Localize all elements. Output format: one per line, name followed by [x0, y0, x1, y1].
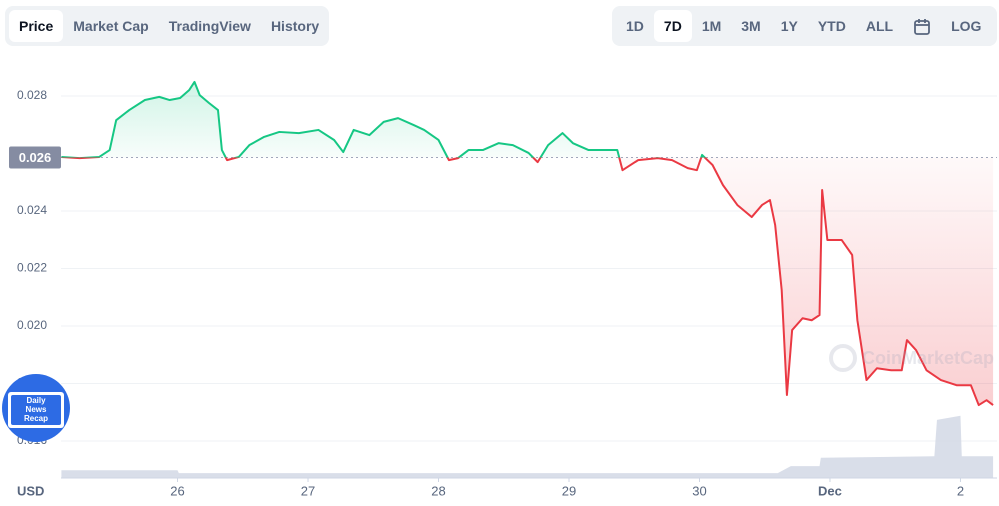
range-button[interactable]: 1D	[626, 18, 644, 34]
badge: Daily News Recap	[2, 374, 70, 442]
watermark: CoinMarketCap	[829, 344, 994, 372]
currency-label: USD	[17, 483, 44, 498]
x-tick-label: 26	[170, 483, 184, 498]
tab[interactable]: Price	[9, 10, 64, 42]
x-tick-label: 28	[431, 483, 445, 498]
y-tick-label: 0.028	[17, 88, 47, 102]
log-button[interactable]: LOG	[951, 18, 982, 34]
badge-text: News	[26, 405, 47, 414]
badge-text: Recap	[24, 414, 48, 423]
tab[interactable]: Market Cap	[73, 18, 149, 34]
x-tick-label: 27	[301, 483, 315, 498]
range-button[interactable]: ALL	[865, 18, 894, 34]
reference-label-box	[9, 146, 61, 169]
y-tick-label: 0.022	[17, 261, 47, 275]
x-tick-label: 29	[562, 483, 576, 498]
price-line	[61, 80, 994, 407]
badge-text: Daily	[26, 396, 46, 405]
calendar-icon	[914, 19, 930, 36]
range-button[interactable]: YTD	[817, 18, 846, 34]
range-bar: 1D 7D 1M 3M 1Y YTD ALL LOG	[612, 6, 997, 46]
calendar-button[interactable]	[903, 10, 941, 42]
range-button[interactable]: 1M	[701, 18, 722, 34]
price-area	[61, 81, 994, 406]
range-button[interactable]: 1Y	[780, 18, 798, 34]
volume-area	[61, 415, 994, 478]
x-tick-label: 2	[957, 483, 964, 498]
watermark-text: CoinMarketCap	[862, 348, 994, 368]
tab[interactable]: History	[270, 18, 320, 34]
range-button[interactable]: 7D	[653, 10, 692, 42]
y-tick-label: 0.024	[17, 203, 47, 217]
range-button[interactable]: 3M	[741, 18, 761, 34]
tab-bar: Price Market Cap TradingView History	[5, 6, 329, 46]
x-tick-label: 30	[692, 483, 706, 498]
tab[interactable]: TradingView	[168, 18, 251, 34]
reference-label: 0.026	[19, 150, 52, 165]
y-tick-label: 0.020	[17, 318, 47, 332]
x-tick-label: Dec	[818, 483, 842, 498]
